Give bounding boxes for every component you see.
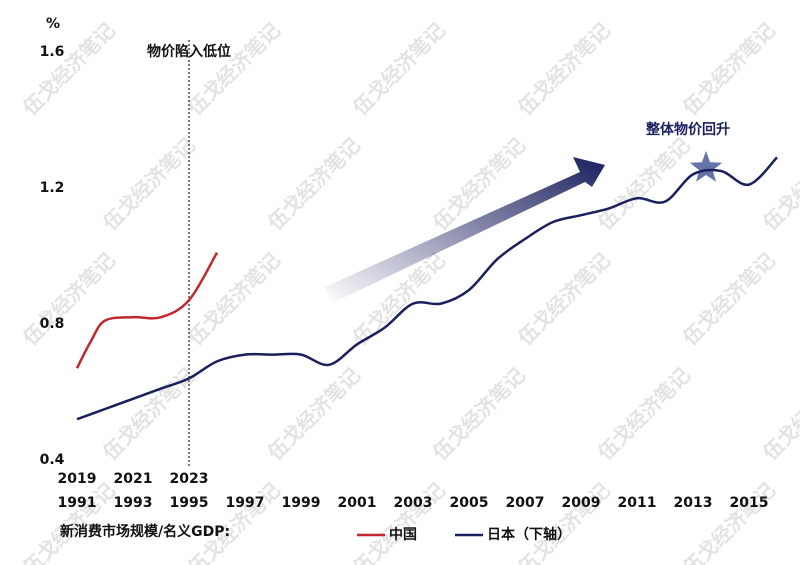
legend-label: 中国 <box>389 526 417 543</box>
watermark: 伍戈经济笔记 <box>677 248 780 351</box>
line-series <box>76 156 778 421</box>
watermark: 伍戈经济笔记 <box>677 478 780 565</box>
watermark: 伍戈经济笔记 <box>182 478 285 565</box>
x-tick-label: 1991 <box>58 495 97 511</box>
watermark: 伍戈经济笔记 <box>17 18 120 121</box>
x2-tick-label: 2021 <box>114 471 153 487</box>
x-tick-label: 2011 <box>618 495 657 511</box>
watermark: 伍戈经济笔记 <box>17 478 120 565</box>
watermark: 伍戈经济笔记 <box>512 248 615 351</box>
y-tick-label: 0.4 <box>40 452 65 468</box>
x-tick-label: 2007 <box>506 495 545 511</box>
star <box>689 151 723 182</box>
x-tick-label: 1995 <box>170 495 209 511</box>
y-unit: % <box>46 16 60 32</box>
y-tick-label: 1.2 <box>40 180 65 196</box>
watermark: 伍戈经济笔记 <box>262 133 365 236</box>
x-tick-label: 2003 <box>394 495 433 511</box>
trend-arrow <box>325 157 605 303</box>
annotation: 物价陷入低位 <box>147 43 231 60</box>
x-tick-label: 1993 <box>114 495 153 511</box>
x-tick-label: 2005 <box>450 495 489 511</box>
x-tick-label: 1999 <box>282 495 321 511</box>
line-series <box>75 251 219 369</box>
watermark: 伍戈经济笔记 <box>182 248 285 351</box>
watermark: 伍戈经济笔记 <box>757 133 800 236</box>
watermark: 伍戈经济笔记 <box>97 363 200 466</box>
watermark: 伍戈经济笔记 <box>512 478 615 565</box>
watermark: 伍戈经济笔记 <box>182 18 285 121</box>
watermark: 伍戈经济笔记 <box>677 18 780 121</box>
x2-tick-label: 2019 <box>58 471 97 487</box>
watermark: 伍戈经济笔记 <box>592 133 695 236</box>
legend-label: 日本（下轴） <box>487 526 571 543</box>
watermark: 伍戈经济笔记 <box>757 363 800 466</box>
x2-tick-label: 2023 <box>170 471 209 487</box>
watermark: 伍戈经济笔记 <box>347 18 450 121</box>
x-tick-label: 2001 <box>338 495 377 511</box>
x-tick-label: 2013 <box>674 495 713 511</box>
watermark: 伍戈经济笔记 <box>347 478 450 565</box>
y-tick-label: 1.6 <box>40 44 65 60</box>
x-tick-label: 2009 <box>562 495 601 511</box>
watermark: 伍戈经济笔记 <box>97 133 200 236</box>
x-tick-label: 2015 <box>730 495 769 511</box>
watermark: 伍戈经济笔记 <box>17 248 120 351</box>
watermark: 伍戈经济笔记 <box>427 363 530 466</box>
watermark: 伍戈经济笔记 <box>262 363 365 466</box>
annotation: 整体物价回升 <box>645 121 730 138</box>
legend-title: 新消费市场规模/名义GDP: <box>60 523 230 540</box>
x-tick-label: 1997 <box>226 495 265 511</box>
watermark: 伍戈经济笔记 <box>512 18 615 121</box>
watermark: 伍戈经济笔记 <box>592 363 695 466</box>
y-tick-label: 0.8 <box>40 316 65 332</box>
